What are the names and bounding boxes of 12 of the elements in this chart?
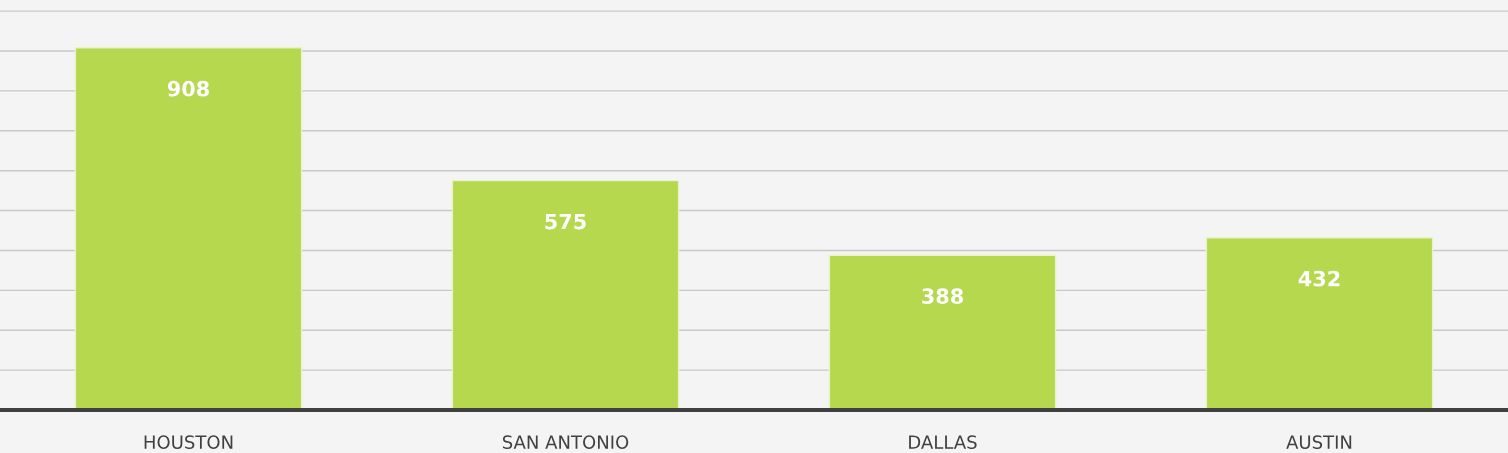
x-tick-label: DALLAS: [909, 435, 977, 449]
bar: [1205, 236, 1434, 410]
bar: [451, 179, 680, 410]
x-tick-label: HOUSTON: [144, 435, 233, 449]
data-label: 575: [545, 213, 586, 230]
bar: [74, 47, 303, 410]
x-tick-label: AUSTIN: [1286, 435, 1352, 449]
bar: [828, 254, 1057, 410]
data-label: 432: [1298, 270, 1340, 287]
data-label: 388: [922, 288, 963, 304]
data-label: 908: [167, 80, 209, 97]
x-tick-label: SAN ANTONIO: [502, 435, 629, 449]
